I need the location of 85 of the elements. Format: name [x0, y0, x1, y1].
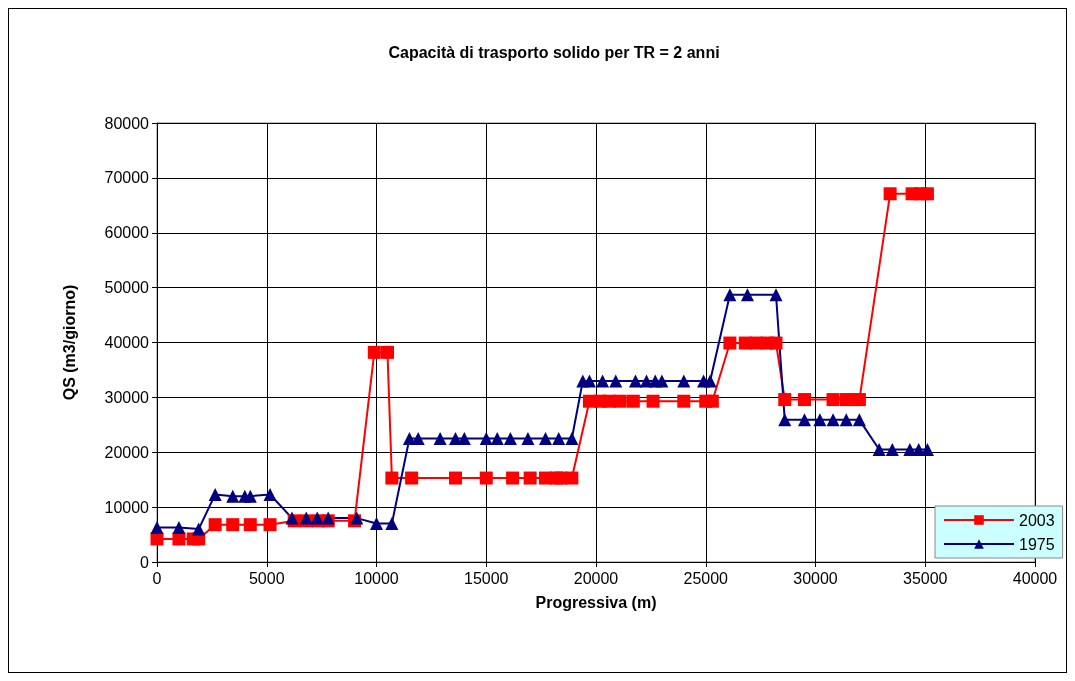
point — [655, 374, 669, 388]
point — [677, 394, 691, 408]
point — [872, 443, 886, 457]
point — [226, 489, 240, 503]
legend-label: 2003 — [1019, 511, 1055, 529]
point — [539, 432, 553, 446]
point — [449, 471, 463, 485]
point — [263, 488, 277, 501]
legend-label: 1975 — [1019, 535, 1055, 553]
point — [582, 374, 596, 388]
x-tick-label: 20000 — [573, 569, 619, 587]
point — [405, 471, 419, 485]
point — [411, 432, 425, 446]
x-axis-title: Progressiva (m) — [535, 593, 657, 611]
y-tick-label: 60000 — [104, 224, 150, 242]
point — [798, 413, 812, 427]
point — [552, 432, 566, 446]
y-tick-label: 80000 — [104, 114, 150, 132]
point — [723, 288, 737, 302]
point — [885, 443, 899, 457]
point — [523, 471, 537, 485]
point — [490, 432, 504, 446]
point — [778, 413, 792, 427]
point — [920, 187, 934, 201]
point — [380, 345, 394, 359]
point — [208, 518, 222, 532]
x-tick-label: 35000 — [903, 569, 948, 587]
point — [565, 432, 579, 446]
point — [778, 393, 792, 407]
x-tick-label: 40000 — [1012, 569, 1058, 587]
point — [646, 394, 660, 408]
point — [852, 393, 866, 407]
point — [813, 413, 827, 427]
chart-title: Capacità di trasporto solido per TR = 2 anni — [388, 43, 720, 61]
point — [150, 520, 164, 534]
point — [226, 518, 240, 532]
y-tick-label: 0 — [140, 553, 150, 571]
point — [243, 489, 257, 503]
point — [433, 432, 447, 446]
point — [192, 522, 206, 536]
x-tick-label: 10000 — [354, 569, 399, 587]
point — [769, 336, 783, 350]
y-tick-label: 50000 — [104, 279, 150, 297]
y-tick-label: 70000 — [104, 169, 150, 187]
point — [565, 471, 579, 485]
x-tick-label: 30000 — [793, 569, 838, 587]
point — [367, 345, 381, 359]
point — [626, 394, 640, 408]
x-tick-label: 15000 — [464, 569, 509, 587]
point — [703, 374, 717, 388]
point — [613, 394, 627, 408]
point — [826, 413, 840, 427]
y-axis-title: QS (m3/giorno) — [60, 284, 78, 401]
point — [883, 187, 897, 201]
point — [677, 374, 691, 388]
point — [263, 518, 277, 532]
point — [385, 517, 399, 531]
x-tick-label: 5000 — [248, 569, 285, 587]
point — [370, 517, 383, 531]
point — [521, 432, 535, 446]
point — [385, 471, 399, 485]
point — [852, 413, 866, 427]
point — [596, 374, 610, 388]
point — [705, 394, 719, 408]
y-tick-label: 10000 — [104, 498, 150, 516]
point — [172, 520, 186, 534]
point — [479, 471, 493, 485]
point — [208, 488, 222, 501]
point — [629, 374, 643, 388]
point — [740, 288, 754, 302]
y-tick-label: 40000 — [104, 334, 150, 351]
point — [243, 518, 257, 532]
point — [723, 336, 737, 350]
point — [839, 413, 853, 427]
point — [826, 393, 840, 407]
y-tick-label: 30000 — [104, 388, 150, 406]
y-tick-label: 20000 — [104, 443, 150, 461]
point — [769, 288, 783, 302]
x-tick-label: 25000 — [683, 569, 729, 587]
point — [503, 432, 517, 446]
x-tick-label: 0 — [152, 569, 162, 587]
point — [506, 471, 520, 485]
point — [639, 374, 653, 388]
point — [609, 374, 623, 388]
point — [798, 393, 812, 407]
